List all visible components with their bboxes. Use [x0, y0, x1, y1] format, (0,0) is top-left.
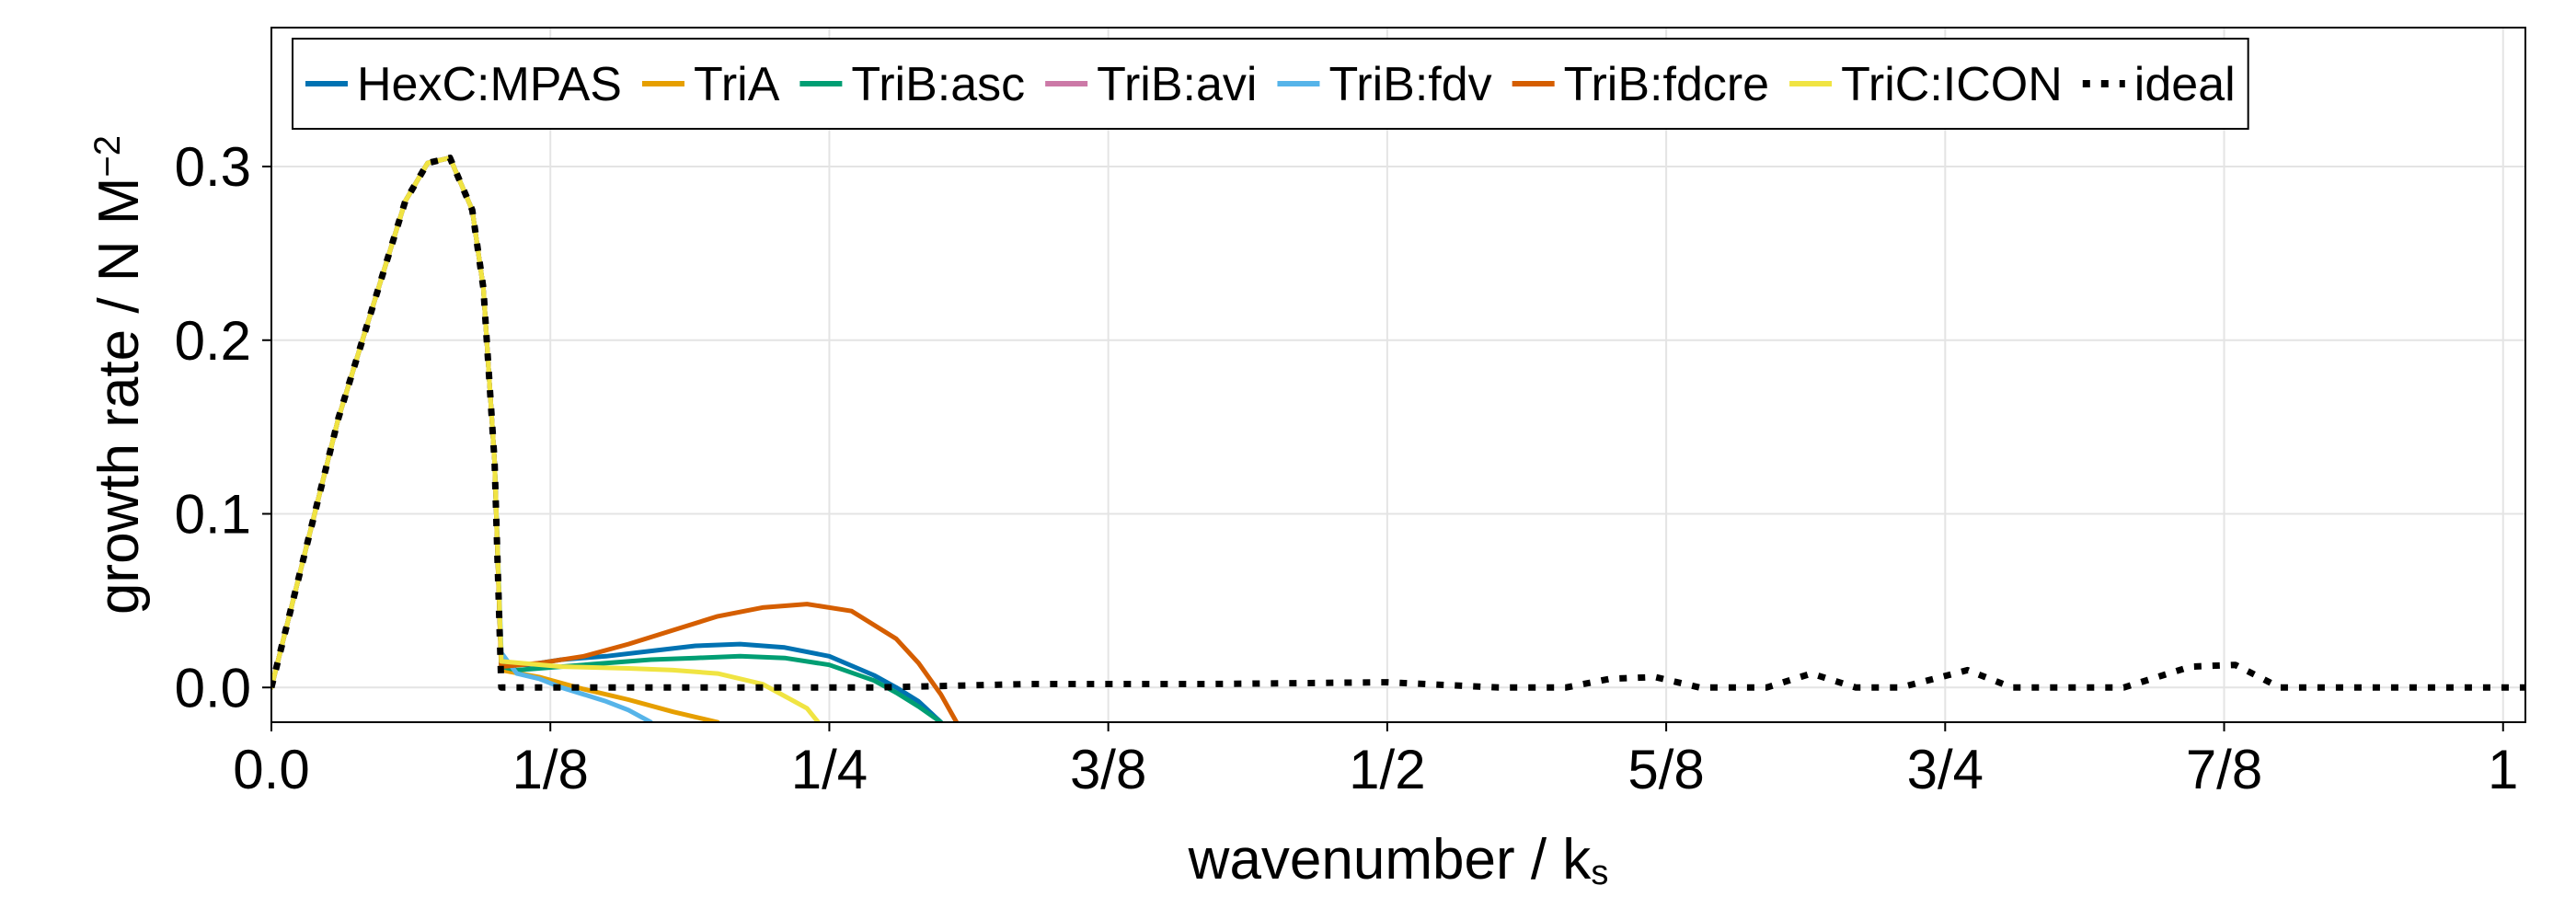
x-tick-label: 1/8: [512, 739, 589, 800]
series-line-tric-icon: [271, 155, 821, 722]
legend-label: TriB:fdcre: [1564, 58, 1769, 111]
x-tick-label: 3/4: [1907, 739, 1984, 800]
x-tick-label: 1: [2488, 739, 2518, 800]
x-axis-label: wavenumber / ks: [1188, 828, 1609, 892]
x-axis-label-sub: s: [1591, 854, 1608, 892]
y-axis-label: growth rate / N M−2: [87, 135, 151, 615]
axis-ticks: 0.0 1/8 1/4 3/8 1/2 5/8 3/4 7/8 1 0.0 0.1 0.2 0.3: [175, 136, 2519, 800]
legend-label: TriC:ICON: [1841, 58, 2063, 111]
x-axis-label-main: wavenumber / k: [1188, 828, 1593, 891]
x-tick-label: 1/4: [791, 739, 868, 800]
y-tick-label: 0.0: [175, 657, 251, 719]
x-tick-label: 7/8: [2186, 739, 2262, 800]
legend-label: ideal: [2134, 58, 2236, 111]
series-layer: [271, 155, 2525, 722]
series-line-ideal: [271, 155, 2525, 691]
legend-label: HexC:MPAS: [357, 58, 622, 111]
x-tick-label: 3/8: [1070, 739, 1146, 800]
y-axis-label-sup: −2: [87, 135, 128, 178]
grid-lines: [270, 28, 2525, 722]
series-line-trib-avi: [271, 155, 498, 690]
legend-box: [292, 38, 2249, 130]
plot-frame: [270, 27, 2526, 723]
legend-label: TriB:fdv: [1328, 58, 1491, 111]
series-line-hexc-mpas: [271, 155, 944, 722]
x-tick-label: 0.0: [233, 739, 309, 800]
y-tick-label: 0.1: [175, 484, 251, 546]
legend: HexC:MPAS TriA TriB:asc TriB:avi TriB:fdv Tri…: [292, 38, 2249, 130]
series-line-trib-fdv: [271, 155, 653, 722]
series-line-trib-fdcre: [271, 155, 960, 722]
y-tick-label: 0.2: [175, 310, 251, 372]
y-axis-label-main: growth rate / N M: [87, 178, 151, 615]
legend-label: TriB:avi: [1097, 58, 1257, 111]
legend-label: TriA: [694, 58, 780, 111]
y-tick-label: 0.3: [175, 136, 251, 198]
series-line-trib-asc: [271, 155, 944, 722]
legend-label: TriB:asc: [851, 58, 1025, 111]
x-tick-label: 5/8: [1627, 739, 1704, 800]
x-tick-label: 1/2: [1349, 739, 1425, 800]
